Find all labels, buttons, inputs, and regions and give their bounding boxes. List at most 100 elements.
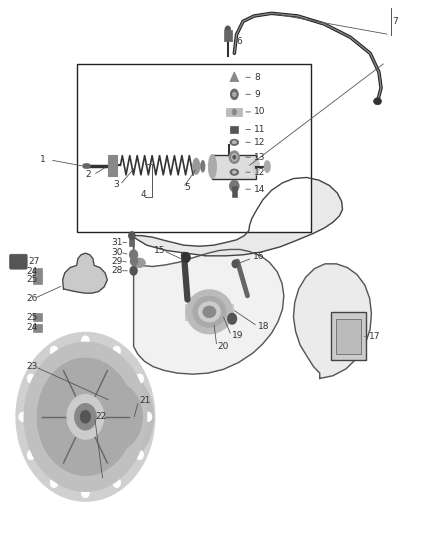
Circle shape — [113, 346, 120, 356]
FancyBboxPatch shape — [10, 254, 27, 269]
Text: 24: 24 — [26, 324, 38, 332]
Circle shape — [136, 374, 144, 384]
Circle shape — [74, 369, 153, 465]
Text: 17: 17 — [369, 332, 380, 341]
Bar — [129, 237, 134, 246]
Text: 9: 9 — [254, 90, 260, 99]
Circle shape — [232, 260, 238, 268]
Circle shape — [27, 374, 35, 384]
Text: 13: 13 — [254, 153, 265, 161]
Bar — [33, 268, 42, 276]
Ellipse shape — [198, 302, 220, 322]
Ellipse shape — [133, 258, 145, 268]
FancyBboxPatch shape — [331, 312, 366, 360]
Ellipse shape — [253, 158, 259, 175]
Text: 28: 28 — [112, 266, 123, 275]
Polygon shape — [134, 177, 343, 256]
Ellipse shape — [230, 169, 239, 175]
Ellipse shape — [232, 171, 237, 174]
Circle shape — [85, 382, 142, 451]
Ellipse shape — [193, 296, 226, 327]
Polygon shape — [134, 236, 284, 374]
Bar — [108, 155, 117, 176]
Circle shape — [50, 346, 58, 356]
Ellipse shape — [232, 109, 237, 115]
Text: 16: 16 — [253, 253, 265, 261]
Ellipse shape — [264, 161, 270, 173]
Circle shape — [130, 250, 138, 260]
Text: 5: 5 — [184, 183, 190, 192]
Circle shape — [67, 394, 104, 439]
Circle shape — [136, 450, 144, 459]
Text: 25: 25 — [26, 313, 38, 321]
Text: 26: 26 — [26, 294, 38, 303]
Ellipse shape — [230, 89, 238, 100]
Text: 30: 30 — [112, 248, 123, 256]
Bar — [212, 155, 256, 179]
Text: 2: 2 — [85, 171, 91, 179]
Ellipse shape — [233, 155, 236, 159]
Circle shape — [131, 257, 138, 265]
Circle shape — [113, 478, 120, 488]
Polygon shape — [63, 253, 107, 293]
Text: 11: 11 — [254, 125, 265, 134]
Text: 15: 15 — [154, 246, 166, 255]
Circle shape — [74, 403, 96, 430]
Ellipse shape — [230, 139, 239, 146]
Text: 12: 12 — [254, 168, 265, 176]
Bar — [336, 319, 361, 354]
Text: 18: 18 — [258, 322, 270, 330]
Circle shape — [129, 232, 135, 239]
Text: 3: 3 — [113, 181, 119, 189]
Text: 22: 22 — [95, 413, 107, 421]
Text: 14: 14 — [254, 185, 265, 193]
Text: 29: 29 — [112, 257, 123, 265]
Text: 27: 27 — [28, 257, 40, 266]
Text: 12: 12 — [254, 138, 265, 147]
Circle shape — [24, 342, 147, 491]
Circle shape — [50, 478, 58, 488]
Bar — [232, 186, 237, 197]
Ellipse shape — [187, 290, 232, 334]
Ellipse shape — [203, 306, 216, 318]
Ellipse shape — [229, 151, 240, 164]
Bar — [33, 276, 42, 284]
Ellipse shape — [201, 160, 205, 172]
Circle shape — [81, 336, 89, 345]
Ellipse shape — [232, 92, 237, 97]
Text: 25: 25 — [26, 276, 38, 284]
Bar — [77, 64, 311, 232]
Bar — [33, 324, 42, 332]
Circle shape — [130, 266, 137, 275]
Ellipse shape — [225, 26, 231, 33]
Circle shape — [228, 313, 237, 324]
Text: 20: 20 — [218, 342, 229, 351]
Polygon shape — [293, 264, 371, 378]
Text: 31: 31 — [112, 238, 123, 247]
Text: 21: 21 — [139, 397, 151, 405]
Text: 23: 23 — [26, 362, 38, 371]
Bar — [226, 108, 242, 116]
Circle shape — [80, 410, 91, 423]
Circle shape — [27, 450, 35, 459]
Text: 24: 24 — [26, 268, 38, 276]
Bar — [224, 30, 232, 41]
Text: 4: 4 — [141, 190, 147, 199]
Circle shape — [144, 412, 152, 422]
Text: 7: 7 — [392, 17, 398, 26]
Circle shape — [182, 253, 190, 262]
Ellipse shape — [230, 180, 239, 192]
Text: 10: 10 — [254, 108, 265, 116]
Ellipse shape — [231, 154, 237, 161]
Ellipse shape — [208, 155, 216, 179]
Text: 1: 1 — [40, 156, 46, 164]
Text: 19: 19 — [232, 332, 244, 340]
Ellipse shape — [193, 158, 200, 174]
Polygon shape — [230, 72, 239, 82]
Bar — [33, 313, 42, 321]
Bar — [185, 304, 233, 320]
Text: 8: 8 — [254, 73, 260, 82]
Circle shape — [16, 333, 155, 501]
Text: 6: 6 — [237, 37, 242, 45]
Bar — [230, 126, 238, 133]
